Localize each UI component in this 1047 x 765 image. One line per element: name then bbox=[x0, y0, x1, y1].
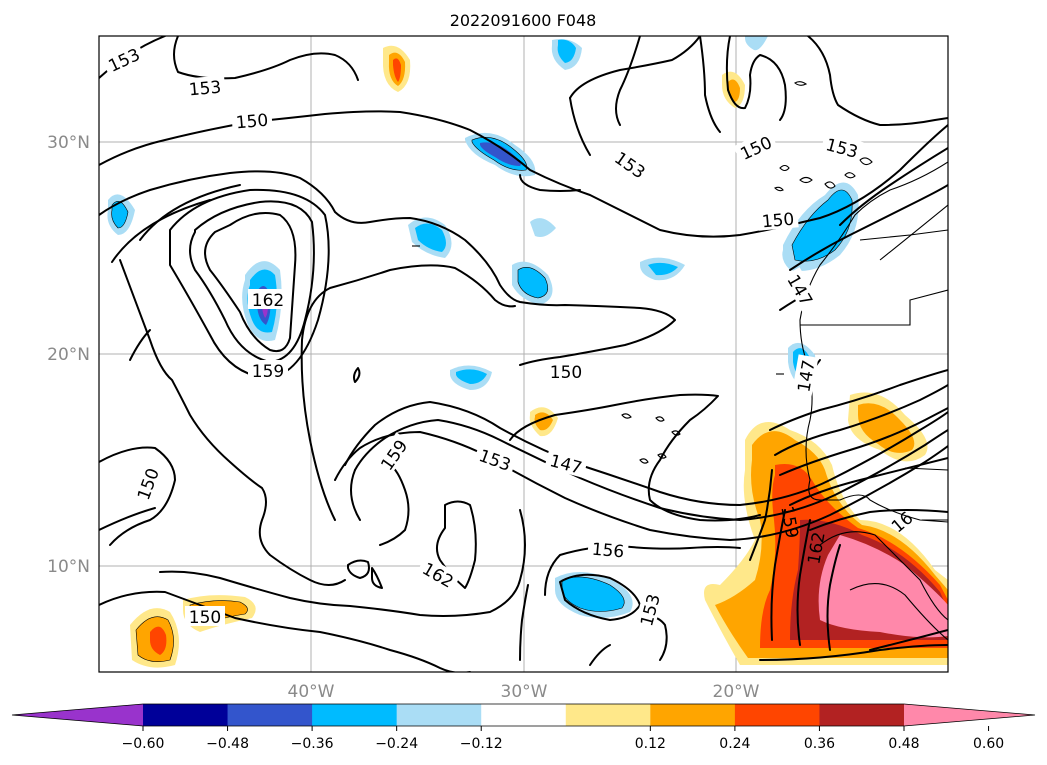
colorbar-tick-label: 0.36 bbox=[804, 736, 835, 752]
colorbar-tick-label: −0.12 bbox=[460, 736, 503, 752]
colorbar-tick-label: −0.60 bbox=[122, 736, 165, 752]
colorbar-segment bbox=[227, 704, 313, 726]
colorbar-extend-high bbox=[904, 704, 1035, 726]
lat-labels: 30°N 20°N 10°N bbox=[47, 133, 90, 577]
lat-label-20n: 20°N bbox=[47, 345, 90, 365]
contour-label: 153 bbox=[188, 78, 222, 101]
colorbar-extend-low bbox=[12, 704, 143, 726]
shading-outlines bbox=[111, 137, 853, 662]
colorbar-tick-label: −0.24 bbox=[375, 736, 418, 752]
colorbar-tick-label: −0.48 bbox=[206, 736, 249, 752]
lon-label-40w: 40°W bbox=[288, 682, 335, 702]
map-title: 2022091600 F048 bbox=[450, 11, 597, 30]
lon-label-20w: 20°W bbox=[713, 682, 760, 702]
colorbar-tick-label: −0.36 bbox=[291, 736, 334, 752]
colorbar-segment bbox=[734, 704, 820, 726]
lon-label-30w: 30°W bbox=[501, 682, 548, 702]
contour-label: 150 bbox=[189, 608, 221, 628]
lon-labels: 40°W 30°W 20°W bbox=[288, 682, 760, 702]
colorbar-tick-label: 0.24 bbox=[719, 736, 750, 752]
contour-label: 150 bbox=[761, 210, 795, 233]
map-frame bbox=[98, 35, 949, 673]
colorbar-segment bbox=[143, 704, 229, 726]
shading bbox=[107, 36, 948, 668]
map-area: 153 153 150 153 150 153 150 147 162 159 … bbox=[99, 36, 948, 672]
contour-label: 150 bbox=[235, 111, 269, 134]
colorbar-tick-label: 0.12 bbox=[635, 736, 666, 752]
colorbar-tick-label: 0.60 bbox=[973, 736, 1004, 752]
lat-label-30n: 30°N bbox=[47, 133, 90, 153]
contour-label: 162 bbox=[252, 291, 284, 311]
contour-label: 156 bbox=[591, 540, 625, 563]
colorbar-segment bbox=[312, 704, 398, 726]
lat-label-10n: 10°N bbox=[47, 557, 90, 577]
contour-label: 150 bbox=[550, 363, 582, 383]
colorbar-segment bbox=[650, 704, 736, 726]
contour-label: 159 bbox=[252, 362, 284, 382]
colorbar: −0.60 −0.48 −0.36 −0.24 −0.12 0.12 0.24 0.36 0.4… bbox=[11, 703, 1036, 752]
colorbar-segment bbox=[819, 704, 905, 726]
colorbar-segment bbox=[396, 704, 482, 726]
colorbar-segment bbox=[481, 704, 567, 726]
colorbar-segment bbox=[565, 704, 651, 726]
colorbar-tick-label: 0.48 bbox=[888, 736, 919, 752]
